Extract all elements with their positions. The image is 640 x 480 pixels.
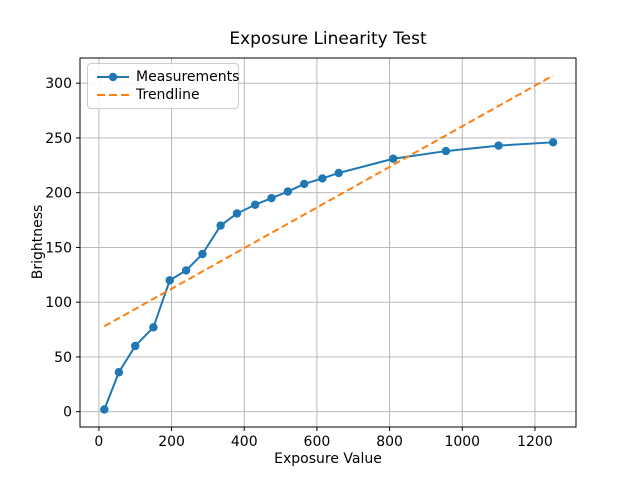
measurement-point — [548, 138, 558, 147]
axes-spines — [79, 57, 577, 428]
x-tick-label: 600 — [304, 434, 331, 450]
measurement-point — [299, 179, 309, 189]
dashed-line-sample-icon — [97, 94, 129, 96]
y-tick-label: 200 — [45, 186, 72, 202]
measurement-point — [165, 276, 174, 285]
y-tick-label: 0 — [63, 405, 72, 421]
measurement-point — [232, 209, 242, 218]
measurement-point — [181, 266, 191, 275]
trendline — [103, 74, 554, 328]
y-tick-label: 300 — [45, 76, 72, 92]
x-tick-label: 1000 — [444, 434, 480, 450]
measurement-point — [283, 187, 293, 196]
legend-item-trendline: Trendline — [96, 86, 230, 104]
measurement-point — [267, 193, 276, 203]
chart-title: Exposure Linearity Test — [229, 29, 427, 49]
measurement-point — [149, 323, 158, 332]
plot-area — [80, 58, 576, 427]
measurement-point — [100, 405, 109, 414]
y-tick-label: 150 — [45, 240, 72, 256]
x-tick-label: 1200 — [517, 434, 553, 450]
x-tick-label: 800 — [376, 434, 403, 450]
y-axis-label: Brightness — [30, 204, 46, 280]
measurement-point — [216, 221, 225, 230]
measurement-point — [334, 168, 343, 178]
measurement-point — [131, 341, 140, 351]
x-tick-label: 0 — [94, 434, 103, 450]
measurement-point — [389, 154, 398, 163]
measurement-point — [198, 249, 207, 259]
x-tick-label: 200 — [158, 434, 185, 450]
measurement-point — [318, 174, 327, 183]
measurement-point — [250, 200, 260, 209]
y-tick-label: 250 — [45, 131, 72, 147]
legend-item-measurements: Measurements — [96, 68, 239, 86]
legend: Measurements Trendline — [87, 63, 239, 109]
legend-label-measurements: Measurements — [136, 69, 240, 85]
y-tick-label: 50 — [54, 350, 72, 366]
measurement-point — [494, 141, 503, 150]
measurement-point — [114, 368, 124, 377]
measurement-point — [441, 146, 451, 156]
x-axis-label: Exposure Value — [274, 451, 382, 467]
legend-label-trendline: Trendline — [136, 87, 200, 103]
y-tick-label: 100 — [45, 295, 72, 311]
x-tick-label: 400 — [231, 434, 258, 450]
line-marker-sample-icon — [97, 72, 129, 82]
